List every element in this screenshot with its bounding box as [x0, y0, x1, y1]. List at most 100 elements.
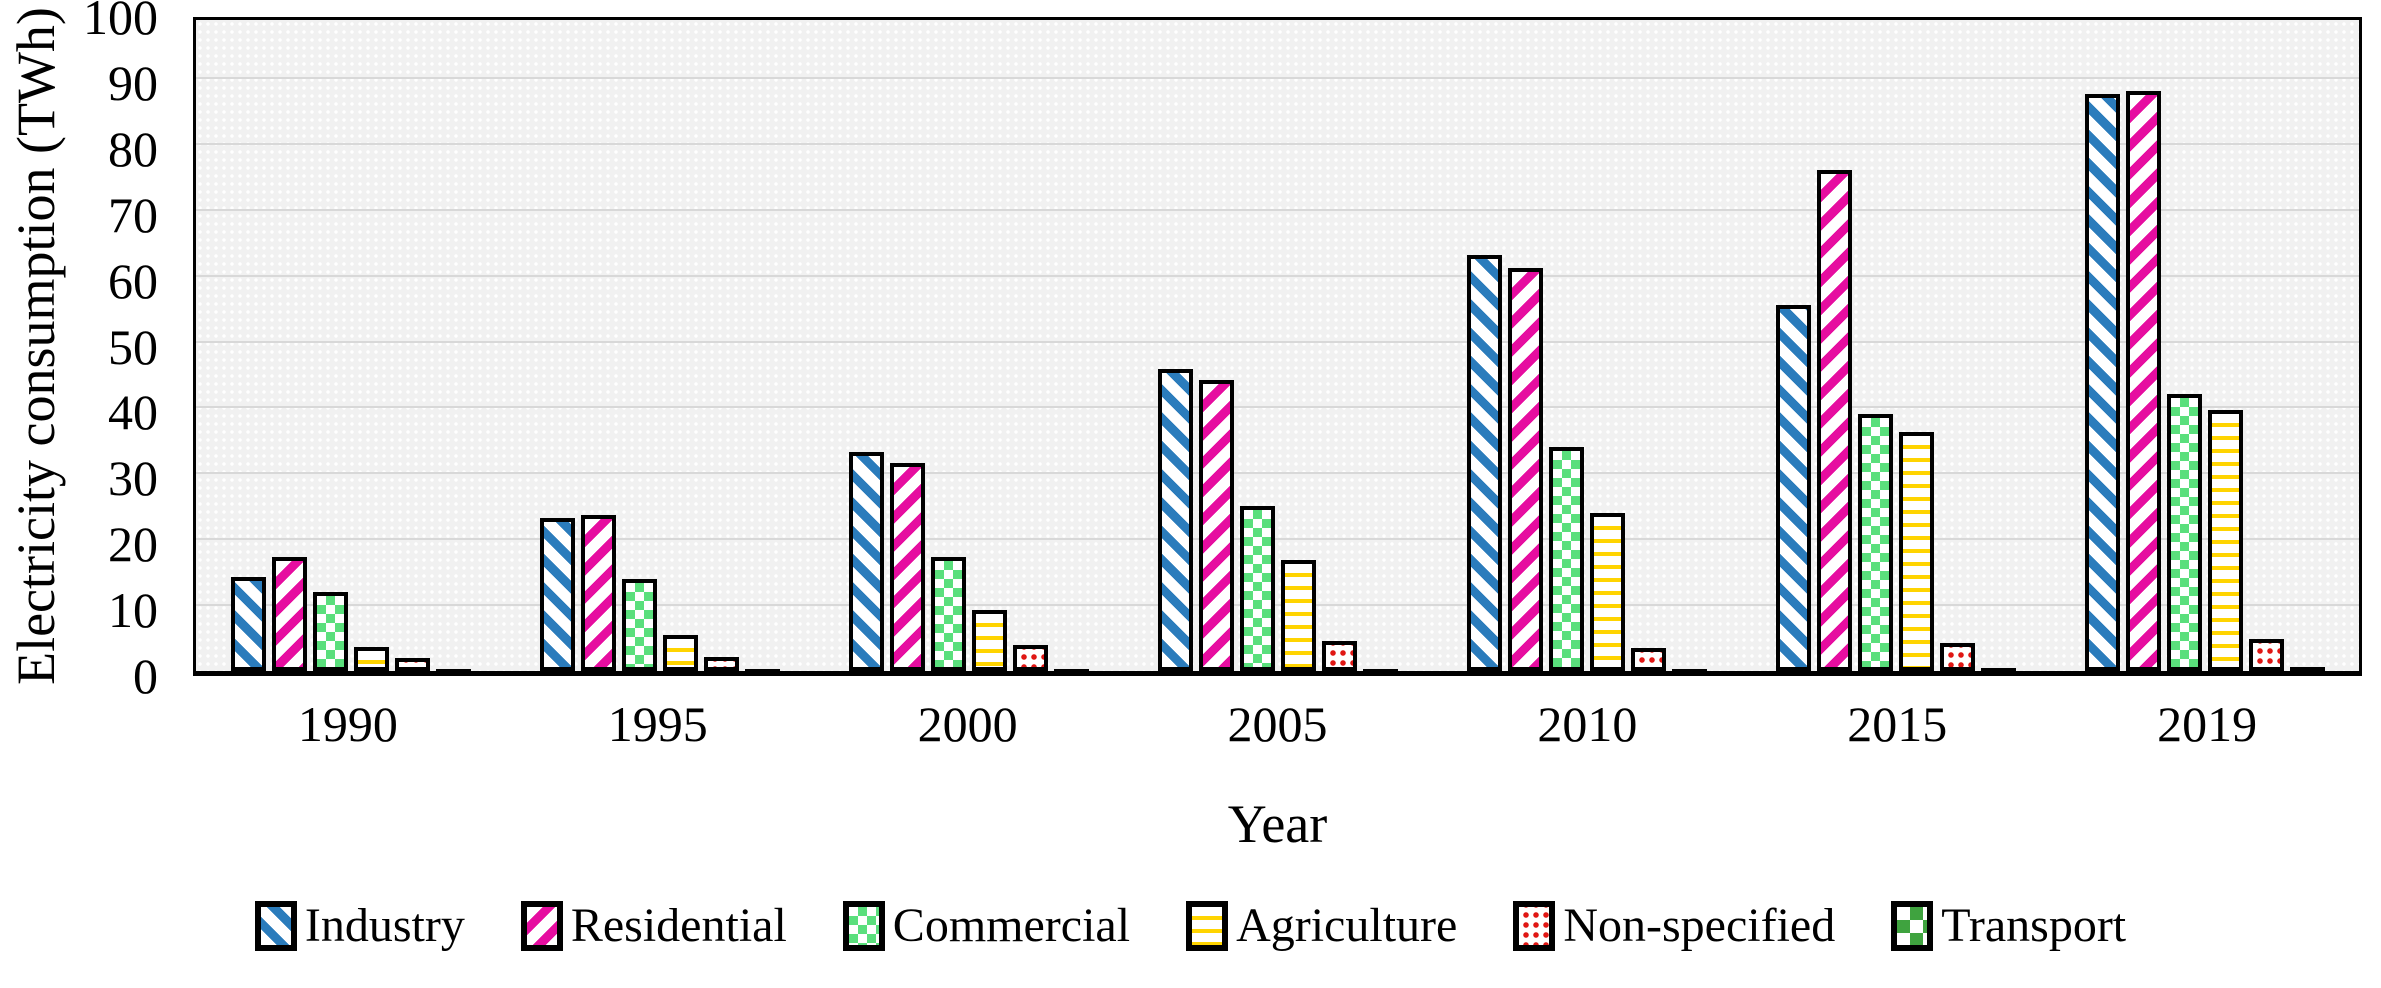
legend-swatch-agriculture — [1186, 901, 1229, 951]
x-tick-label-2010: 2010 — [1537, 696, 1638, 752]
bar-commercial-2000 — [930, 557, 966, 671]
bar-residential-2010 — [1507, 267, 1543, 671]
bar-commercial-2005 — [1239, 506, 1275, 671]
legend-label: Transport — [1941, 899, 2127, 952]
plot-area — [193, 17, 2362, 676]
bar-group-2019 — [2050, 20, 2359, 671]
bar-industry-2000 — [848, 452, 884, 671]
bar-agriculture-2015 — [1898, 432, 1934, 671]
x-tick-label-1990: 1990 — [297, 696, 398, 752]
legend-item-transport: Transport — [1891, 898, 2126, 954]
y-tick-label: 0 — [133, 648, 158, 704]
bar-group-1990 — [196, 20, 505, 671]
legend-label: Commercial — [892, 899, 1131, 952]
bar-industry-2019 — [2084, 93, 2120, 671]
legend-swatch-residential — [520, 901, 563, 951]
bar-agriculture-2010 — [1589, 512, 1625, 671]
bar-agriculture-1990 — [353, 646, 389, 671]
bar-residential-1990 — [271, 557, 307, 671]
x-tick-label-2005: 2005 — [1227, 696, 1328, 752]
legend-label: Non-specified — [1563, 899, 1836, 952]
bar-industry-2010 — [1466, 254, 1502, 671]
y-tick-label: 100 — [83, 0, 158, 45]
y-tick-label: 30 — [108, 450, 158, 507]
bar-industry-1990 — [230, 577, 266, 671]
bar-industry-2005 — [1157, 369, 1193, 671]
x-tick-label-2019: 2019 — [2157, 696, 2258, 752]
gridline — [196, 604, 2359, 607]
bar-agriculture-2000 — [971, 610, 1007, 671]
bar-transport-2010 — [1671, 669, 1707, 671]
bar-residential-2005 — [1198, 379, 1234, 671]
bar-commercial-2019 — [2166, 394, 2202, 671]
bar-transport-2019 — [2289, 667, 2325, 671]
bar-group-1995 — [505, 20, 814, 671]
gridline — [196, 538, 2359, 541]
legend-item-non-specified: Non-specified — [1513, 898, 1835, 954]
bar-transport-2015 — [1980, 667, 2016, 671]
bar-commercial-1990 — [312, 591, 348, 671]
bar-group-2010 — [1432, 20, 1741, 671]
gridline — [196, 406, 2359, 409]
gridline — [196, 274, 2359, 277]
y-tick-label: 90 — [108, 54, 158, 111]
legend-item-industry: Industry — [254, 898, 465, 954]
bar-group-2015 — [1741, 20, 2050, 671]
bar-transport-2005 — [1362, 669, 1398, 671]
bar-commercial-2010 — [1548, 446, 1584, 671]
bar-group-2000 — [814, 20, 1123, 671]
y-tick-label: 20 — [108, 516, 158, 573]
chart-legend: Industry Residential Commercial Agriculture… — [0, 898, 2381, 954]
bar-residential-2000 — [889, 463, 925, 671]
bar-industry-2015 — [1775, 305, 1811, 671]
gridline — [196, 340, 2359, 343]
legend-swatch-non-specified — [1513, 901, 1556, 951]
bar-group-2005 — [1123, 20, 1432, 671]
legend-swatch-transport — [1891, 901, 1934, 951]
x-tick-label-1995: 1995 — [607, 696, 708, 752]
bar-non-specified-2015 — [1939, 643, 1975, 671]
bar-industry-1995 — [539, 518, 575, 671]
bar-non-specified-2019 — [2248, 638, 2284, 671]
legend-label: Residential — [570, 899, 787, 952]
y-tick-label: 10 — [108, 582, 158, 639]
y-tick-label: 80 — [108, 120, 158, 177]
bar-non-specified-1995 — [703, 656, 739, 671]
bar-commercial-1995 — [621, 578, 657, 671]
bar-agriculture-2005 — [1280, 560, 1316, 671]
y-tick-label: 70 — [108, 186, 158, 243]
bar-commercial-2015 — [1857, 414, 1893, 671]
legend-item-commercial: Commercial — [842, 898, 1131, 954]
bar-residential-1995 — [580, 515, 616, 671]
legend-item-residential: Residential — [520, 898, 787, 954]
bar-residential-2019 — [2125, 91, 2161, 671]
x-tick-label-2000: 2000 — [917, 696, 1018, 752]
legend-swatch-industry — [254, 901, 297, 951]
y-tick-label: 50 — [108, 318, 158, 375]
y-tick-label: 60 — [108, 252, 158, 309]
bar-non-specified-2000 — [1012, 645, 1048, 671]
bar-agriculture-2019 — [2207, 410, 2243, 671]
gridline — [196, 472, 2359, 475]
y-tick-label: 40 — [108, 384, 158, 441]
legend-label: Agriculture — [1236, 899, 1458, 952]
bar-transport-1995 — [744, 669, 780, 671]
x-axis-title: Year — [1227, 794, 1328, 854]
gridline — [196, 142, 2359, 145]
x-tick-label-2015: 2015 — [1847, 696, 1948, 752]
bar-non-specified-2010 — [1630, 647, 1666, 671]
x-axis-tick-labels: 1990 1995 2000 2005 2010 2015 2019 — [193, 694, 2362, 754]
bar-agriculture-1995 — [662, 635, 698, 671]
legend-item-agriculture: Agriculture — [1186, 898, 1457, 954]
bar-transport-2000 — [1053, 669, 1089, 671]
bar-non-specified-2005 — [1321, 640, 1357, 671]
bar-groups — [196, 20, 2359, 671]
bar-residential-2015 — [1816, 170, 1852, 671]
legend-label: Industry — [304, 899, 465, 952]
bar-non-specified-1990 — [394, 657, 430, 671]
gridline — [196, 208, 2359, 211]
legend-swatch-commercial — [842, 901, 885, 951]
gridline — [196, 76, 2359, 79]
bar-transport-1990 — [435, 669, 471, 671]
